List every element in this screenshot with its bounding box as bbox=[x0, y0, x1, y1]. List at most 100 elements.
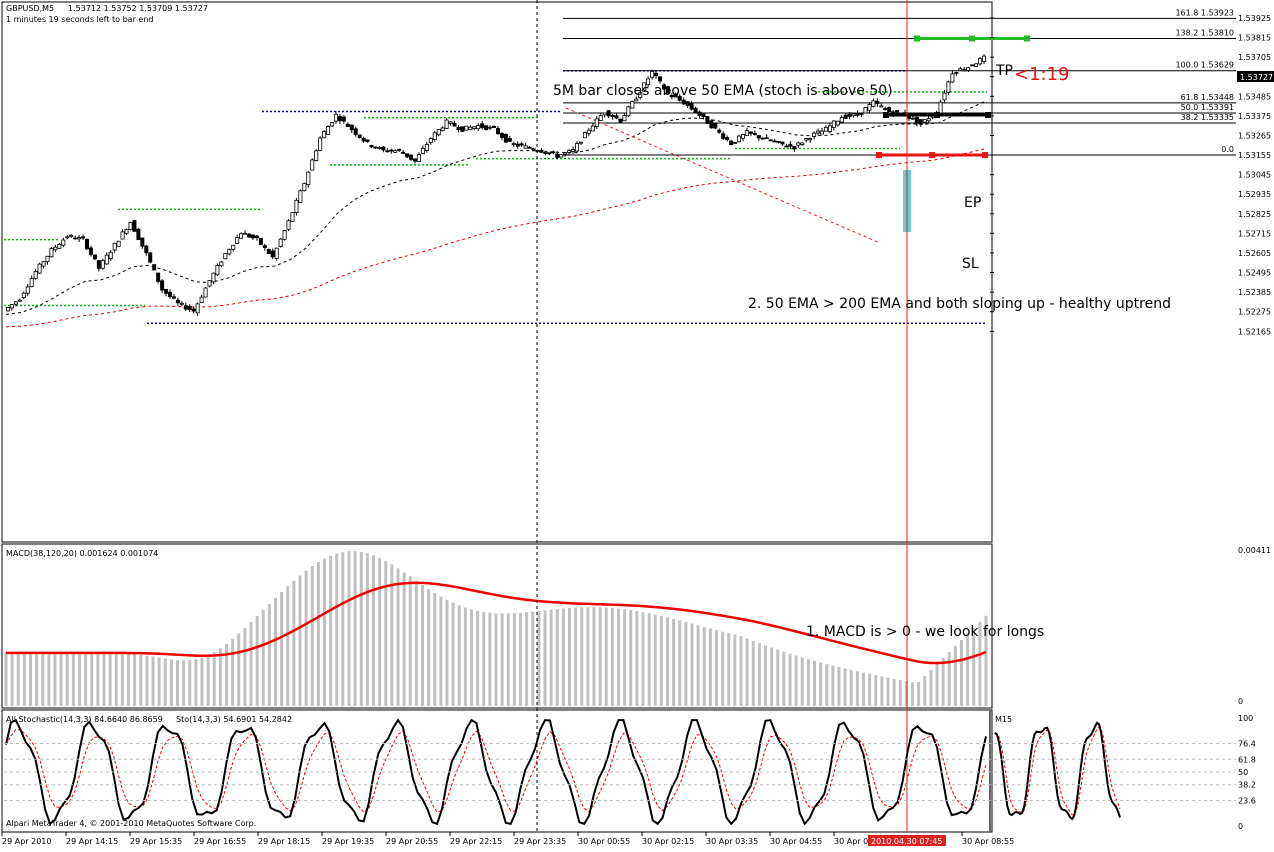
macd-bar bbox=[666, 617, 669, 706]
macd-pane[interactable] bbox=[1, 543, 993, 709]
macd-bar bbox=[194, 659, 198, 706]
stoch-pane[interactable] bbox=[1, 709, 993, 833]
entry-line-handle bbox=[934, 112, 940, 119]
candle-body bbox=[278, 238, 283, 247]
candle-body bbox=[946, 81, 951, 93]
candle-body bbox=[235, 237, 240, 244]
candle-body bbox=[788, 143, 793, 147]
price-candles bbox=[5, 54, 987, 316]
macd-bar bbox=[549, 609, 553, 706]
time-tick-label: 29 Apr 20:55 bbox=[386, 837, 438, 846]
macd-bar bbox=[22, 652, 26, 706]
macd-bar bbox=[157, 657, 161, 706]
candle-body bbox=[215, 264, 220, 276]
macd-bar bbox=[972, 627, 976, 706]
candle-body bbox=[827, 125, 832, 132]
macd-bar bbox=[243, 627, 247, 706]
price-tick-label: 1.53375 bbox=[1238, 112, 1271, 121]
candle-body bbox=[195, 303, 200, 314]
candle-body bbox=[389, 149, 394, 152]
macd-bar bbox=[65, 652, 69, 706]
macd-bar bbox=[868, 673, 872, 706]
macd-bar bbox=[947, 652, 951, 706]
macd-bar bbox=[537, 610, 541, 706]
candle-body bbox=[974, 63, 979, 67]
candle-body bbox=[428, 138, 433, 143]
macd-bar bbox=[169, 659, 173, 706]
candle-body bbox=[33, 271, 38, 280]
macd-histogram bbox=[4, 551, 988, 706]
macd-bar bbox=[341, 552, 345, 706]
macd-bar bbox=[457, 605, 461, 706]
macd-bar bbox=[843, 668, 847, 706]
macd-bar bbox=[16, 652, 20, 706]
macd-bar bbox=[206, 655, 210, 706]
candle-body bbox=[816, 130, 821, 134]
candle-body bbox=[685, 101, 690, 106]
candle-body bbox=[784, 145, 789, 148]
candle-body bbox=[488, 126, 493, 129]
candle-body bbox=[922, 119, 927, 123]
fib-label: 0.0 bbox=[1221, 145, 1234, 154]
stoch-label: All Stochastic(14,3,3) 84.6640 86.8659 bbox=[6, 715, 163, 724]
candle-body bbox=[665, 86, 670, 94]
candle-body bbox=[622, 115, 627, 122]
candle-body bbox=[239, 233, 244, 239]
current-price-label: 1.53727 bbox=[1240, 73, 1273, 82]
candle-body bbox=[701, 113, 706, 118]
candle-body bbox=[630, 100, 635, 109]
tp-line-handle bbox=[914, 35, 920, 42]
candle-body bbox=[602, 112, 607, 116]
candle-body bbox=[266, 249, 271, 255]
candle-body bbox=[211, 272, 216, 283]
candle-body bbox=[575, 143, 580, 152]
price-tick-label: 1.53705 bbox=[1238, 53, 1271, 62]
tp-line-handle bbox=[1024, 35, 1030, 42]
candle-body bbox=[610, 114, 615, 118]
candle-body bbox=[49, 248, 54, 258]
macd-bar bbox=[120, 653, 124, 706]
macd-bar bbox=[794, 655, 798, 706]
macd-bar bbox=[727, 633, 731, 706]
macd-bar bbox=[261, 609, 265, 706]
macd-bar bbox=[163, 658, 167, 706]
price-tick-label: 1.53155 bbox=[1238, 151, 1271, 160]
candle-body bbox=[792, 146, 797, 150]
candle-body bbox=[503, 133, 508, 143]
candle-body bbox=[13, 301, 18, 305]
candle-body bbox=[855, 112, 860, 116]
macd-bar bbox=[966, 633, 970, 706]
fib-label: 138.2 1.53810 bbox=[1175, 28, 1234, 37]
macd-bar bbox=[396, 568, 400, 706]
candle-body bbox=[290, 212, 295, 222]
candle-body bbox=[460, 126, 465, 132]
candle-body bbox=[124, 229, 129, 234]
macd-bar bbox=[304, 570, 308, 706]
candle-body bbox=[495, 128, 500, 135]
candle-body bbox=[590, 125, 595, 132]
price-pane[interactable] bbox=[1, 1, 993, 543]
candle-body bbox=[958, 68, 963, 71]
highlight-time-box bbox=[868, 835, 946, 846]
candle-body bbox=[88, 247, 93, 255]
candle-body bbox=[357, 134, 362, 138]
candle-body bbox=[563, 152, 568, 155]
macd-bar bbox=[610, 607, 614, 706]
candle-body bbox=[851, 113, 856, 117]
macd-bar bbox=[800, 657, 804, 706]
m15-label: M15 bbox=[995, 715, 1012, 724]
candle-body bbox=[982, 55, 987, 63]
candle-body bbox=[954, 71, 959, 74]
candle-body bbox=[167, 291, 172, 297]
macd-bar bbox=[647, 613, 651, 706]
sl-line-handle bbox=[982, 152, 988, 159]
macd-bar bbox=[929, 670, 933, 706]
candle-body bbox=[713, 123, 718, 129]
macd-bar bbox=[231, 638, 235, 706]
candle-body bbox=[571, 149, 576, 153]
time-tick-label: 30 Apr 00:55 bbox=[578, 837, 630, 846]
macd-bar bbox=[898, 680, 902, 706]
time-tick-label: 29 Apr 14:15 bbox=[66, 837, 118, 846]
candle-body bbox=[274, 247, 279, 259]
